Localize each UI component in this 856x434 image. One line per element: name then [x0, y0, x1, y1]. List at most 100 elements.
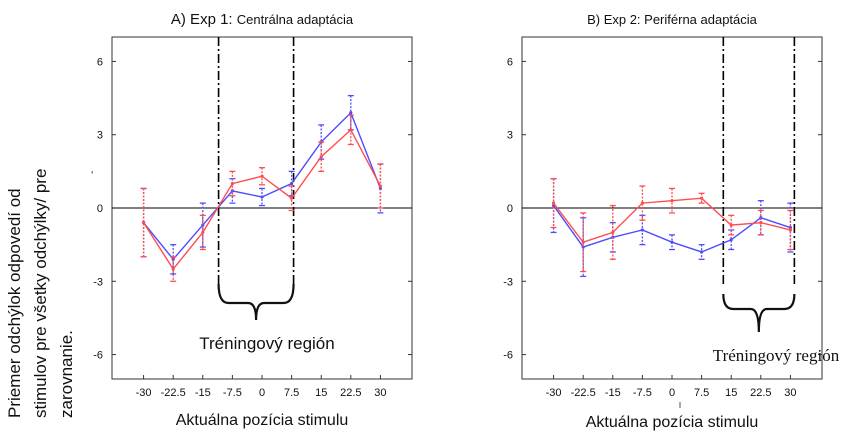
- panel-a-title: A) Exp 1: Centrálna adaptácia: [171, 11, 354, 28]
- series-1-point: [728, 214, 735, 236]
- series-1-point: [259, 167, 265, 186]
- y-tick-label: 3: [97, 130, 103, 142]
- series-0-point: [347, 94, 354, 131]
- x-tick-label: -22.5: [571, 387, 596, 399]
- panel-b-annotation: Tréningový región: [713, 346, 840, 365]
- series-0-point: [170, 243, 177, 275]
- x-tick-label: -30: [136, 387, 152, 399]
- panel-b-x-axis-label: Aktuálna pozícia stimulu: [586, 414, 759, 431]
- series-1-point: [669, 187, 675, 214]
- panel-a: A) Exp 1: Centrálna adaptácia -6-3036-30…: [93, 11, 413, 429]
- data-marker: [640, 201, 644, 205]
- data-marker: [729, 223, 733, 227]
- series-1-point: [580, 212, 587, 273]
- series-1-point: [609, 204, 616, 260]
- panel-b-series: [550, 178, 794, 278]
- series-1-point: [698, 192, 705, 204]
- y-tick-label: -3: [503, 276, 513, 288]
- data-marker: [171, 267, 175, 271]
- panel-a-training-brace: [217, 283, 295, 321]
- x-tick-label: -22.5: [161, 387, 186, 399]
- panel-a-series: [140, 94, 384, 282]
- series-1-point: [229, 170, 236, 197]
- x-tick-label: 22.5: [340, 387, 361, 399]
- y-tick-label: -6: [93, 350, 103, 362]
- panel-b-title-main: Periférna adaptácia: [644, 12, 758, 27]
- data-marker: [759, 221, 763, 225]
- panel-b: B) Exp 2: Periférna adaptácia -6-3036-30…: [503, 12, 839, 431]
- data-marker: [729, 238, 733, 242]
- data-marker: [201, 230, 205, 235]
- x-tick-label: 30: [374, 387, 386, 399]
- data-marker: [378, 186, 383, 191]
- data-marker: [611, 230, 615, 235]
- data-marker: [230, 181, 234, 186]
- data-marker: [141, 221, 146, 225]
- series-0-point: [259, 187, 265, 207]
- series-1-point: [550, 178, 557, 229]
- series-1-point: [288, 185, 295, 212]
- x-tick-label: -7.5: [633, 387, 652, 399]
- data-marker: [290, 181, 294, 186]
- x-tick-label: -15: [605, 387, 621, 399]
- panel-a-annotation: Tréningový región: [199, 334, 334, 353]
- data-marker: [319, 155, 323, 159]
- data-marker: [260, 174, 264, 178]
- y-axis-side-mark: -: [87, 171, 98, 174]
- x-tick-label: -15: [195, 387, 211, 399]
- series-1-point: [140, 187, 147, 258]
- panel-b-title-prefix: B) Exp 2:: [587, 12, 644, 27]
- data-marker: [700, 250, 704, 254]
- series-0-point: [669, 234, 675, 251]
- data-marker: [551, 201, 556, 205]
- x-tick-label: 30: [784, 387, 796, 399]
- data-marker: [260, 195, 264, 199]
- y-tick-label: -3: [93, 276, 103, 288]
- data-marker: [670, 240, 674, 244]
- panel-a-x-axis-label: Aktuálna pozícia stimulu: [176, 412, 349, 429]
- panel-b-training-brace: [722, 293, 796, 333]
- series-1-point: [787, 209, 794, 251]
- data-marker: [171, 257, 175, 261]
- data-marker: [201, 223, 205, 227]
- panel-a-reference-lines: [112, 37, 412, 287]
- x-tick-label: 15: [725, 387, 737, 399]
- y-tick-label: -6: [503, 350, 513, 362]
- data-marker: [788, 228, 793, 232]
- y-tick-label: 6: [97, 56, 103, 68]
- data-marker: [349, 111, 353, 115]
- series-0-point: [698, 243, 705, 260]
- panel-a-title-main: Centrálna adaptácia: [237, 12, 354, 27]
- x-tick-label: 0: [669, 387, 675, 399]
- data-marker: [378, 184, 383, 188]
- panel-b-reference-lines: [522, 37, 822, 287]
- y-tick-label: 3: [507, 130, 513, 142]
- series-1-point: [639, 185, 646, 221]
- data-marker: [581, 245, 585, 249]
- x-tick-label: 7.5: [694, 387, 709, 399]
- data-marker: [349, 128, 353, 132]
- y-axis-label-line-1: Priemer odchýlok odpovedí od: [5, 188, 24, 418]
- y-axis-label-line-2: stimulov pre všetky odchýlky/ pre: [31, 169, 50, 418]
- data-marker: [230, 189, 234, 193]
- series-1-point: [170, 256, 177, 282]
- series-1-point: [347, 114, 354, 146]
- x-tick-label: 15: [315, 387, 327, 399]
- series-1-point: [377, 163, 384, 209]
- y-tick-label: 0: [97, 203, 103, 215]
- data-marker: [290, 196, 294, 200]
- series-1-point: [318, 141, 325, 173]
- data-marker: [700, 196, 704, 200]
- series-1-point: [199, 214, 206, 251]
- data-marker: [788, 225, 793, 230]
- panel-a-title-prefix: A) Exp 1:: [171, 11, 237, 28]
- data-marker: [640, 228, 644, 232]
- x-tick-label: 0: [259, 387, 265, 399]
- data-marker: [670, 199, 674, 203]
- y-tick-label: 6: [507, 56, 513, 68]
- x-tick-label: 22.5: [750, 387, 771, 399]
- data-marker: [581, 240, 585, 244]
